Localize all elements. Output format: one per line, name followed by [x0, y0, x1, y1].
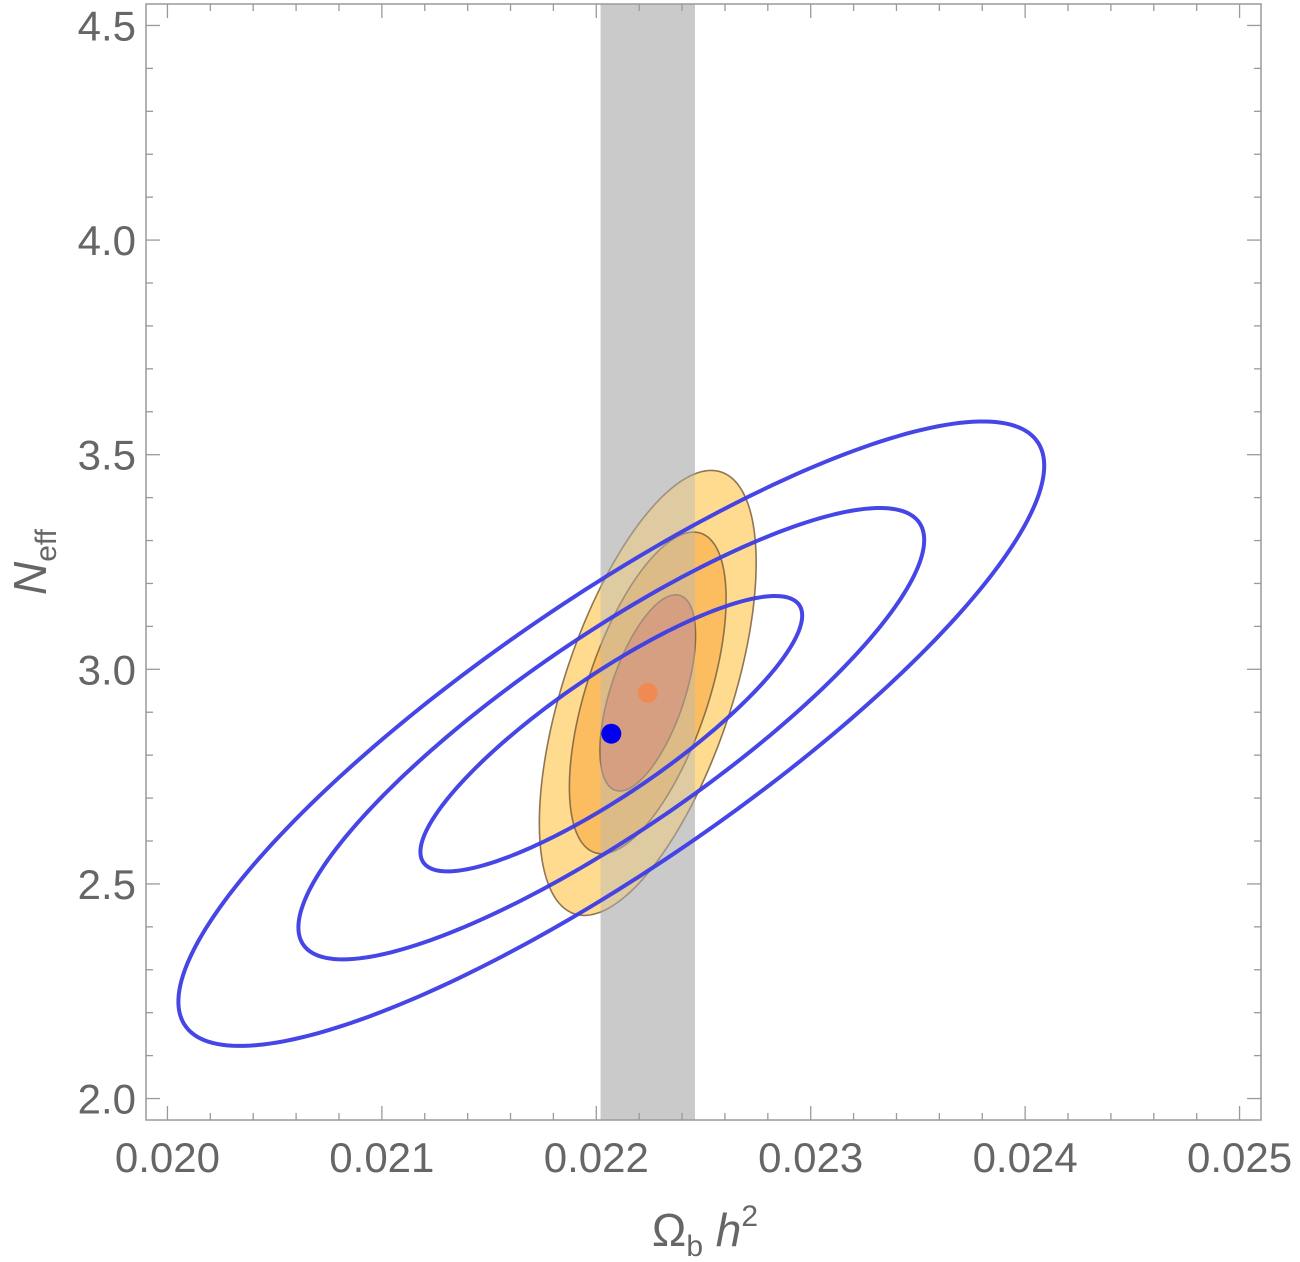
line-contour-1sigma [418, 594, 805, 874]
points-layer [601, 682, 658, 744]
y-axis-title: Neff [4, 528, 63, 595]
x-tick-label: 0.024 [973, 1134, 1078, 1181]
y-tick-label: 3.5 [78, 432, 136, 479]
x-tick-label: 0.022 [544, 1134, 649, 1181]
x-tick-label: 0.020 [115, 1134, 220, 1181]
plot-frame [145, 3, 1262, 1121]
line-contour-3sigma [176, 419, 1047, 1048]
x-tick-label: 0.021 [329, 1134, 434, 1181]
line-contours-layer [176, 419, 1047, 1048]
best-fit-point-orange [637, 682, 658, 703]
y-tick-label: 4.5 [78, 2, 136, 49]
band-overlay-layer [600, 4, 695, 1120]
tick-marks [146, 4, 1261, 1120]
x-axis-title: Ωb h2 [652, 1200, 758, 1262]
line-contour-2sigma [296, 506, 927, 962]
y-tick-label: 3.0 [78, 646, 136, 693]
best-fit-point-blue [601, 723, 622, 744]
y-tick-label: 2.5 [78, 861, 136, 908]
tick-labels: 0.020 0.021 0.022 0.023 0.024 0.025 2.0 2.5 3.0 3… [78, 2, 1293, 1181]
x-tick-label: 0.023 [758, 1134, 863, 1181]
y-tick-label: 2.0 [78, 1076, 136, 1123]
constraint-band-overlay [600, 4, 695, 1120]
y-tick-label: 4.0 [78, 217, 136, 264]
plot-frame-rect [145, 3, 1262, 1121]
x-tick-label: 0.025 [1187, 1134, 1292, 1181]
